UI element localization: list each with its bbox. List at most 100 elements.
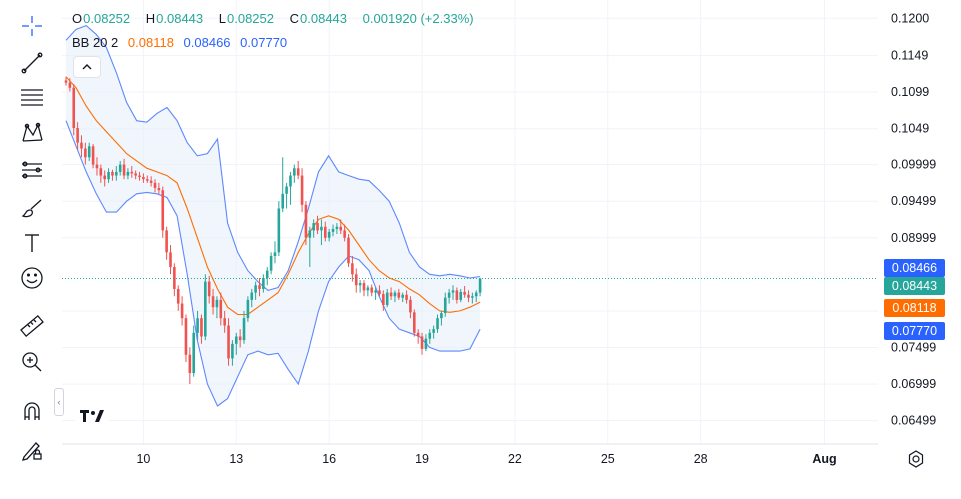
candle-body [262,277,265,289]
candle [378,285,381,297]
candle [347,234,350,267]
lock-drawing-icon[interactable] [16,433,48,465]
candle-body [451,290,455,293]
candle [296,160,300,180]
x-tick-label: 16 [322,452,336,466]
candle [192,325,196,377]
basis-badge: 0.08118 [884,299,945,317]
candle [304,201,308,246]
candle-body [115,171,118,176]
candle [68,78,72,92]
x-tick-label: 28 [694,452,708,466]
candle [215,296,219,319]
candle-body [84,148,87,158]
candle-body [176,288,180,304]
pattern-icon[interactable] [16,117,48,149]
candle-body [459,291,463,300]
candle-body [331,228,335,232]
candle [184,314,188,363]
candle-body [300,175,304,205]
bb-legend[interactable]: BB 20 2 0.08118 0.08466 0.07770 [72,35,293,50]
candle-body [293,168,296,176]
candle [413,309,416,337]
candle [169,245,172,275]
candle-body [246,299,250,319]
candle [424,334,428,352]
y-tick-label: 0.07499 [891,341,936,355]
magnet-icon[interactable] [16,396,48,428]
candle [447,288,451,304]
candle [401,292,404,303]
candle-body [68,82,72,88]
candle-body [378,290,381,295]
zoom-in-icon[interactable] [16,346,48,378]
y-tick-label: 0.1099 [891,85,929,99]
upper-band-badge: 0.08466 [884,259,945,277]
candle-body [405,294,408,300]
candles [64,76,482,385]
candle-body [223,318,226,326]
candle-body [374,290,377,293]
candle [409,296,412,319]
emoji-icon[interactable] [16,262,48,294]
candle [91,144,95,169]
candle-body [184,318,188,355]
prediction-icon[interactable] [16,154,48,186]
candle-body [157,187,161,191]
x-tick-label: 10 [136,452,150,466]
candle-body [76,128,79,143]
candle [246,296,250,322]
fib-retracement-icon[interactable] [16,82,48,114]
trend-line-icon[interactable] [16,47,48,79]
candle [138,171,141,181]
ruler-icon[interactable] [16,310,48,342]
candle-body [447,292,451,298]
candle-body [211,296,215,308]
candle-body [397,292,401,298]
candle-body [416,332,420,337]
collapse-legend-button[interactable] [73,56,101,78]
candle [118,160,122,176]
x-tick-label: 22 [508,452,522,466]
candle [242,310,246,344]
candle [80,135,83,158]
candle [385,288,389,308]
candle [107,168,110,183]
candle [289,171,292,205]
candle [111,169,114,181]
candle-body [64,80,68,83]
candle-body [118,164,122,172]
crosshair-icon[interactable] [16,10,48,42]
candle-body [474,292,478,297]
candle-body [382,294,385,306]
candle-body [145,179,149,181]
candle [335,223,339,235]
close-value: 0.08443 [300,11,348,26]
low-label: L [218,11,226,26]
candle-body [188,354,192,374]
brush-icon[interactable] [16,192,48,224]
candle-body [269,256,273,271]
candle [219,292,223,326]
candle-body [99,168,103,176]
candle [432,325,435,339]
text-icon[interactable] [16,227,48,259]
candle-body [173,266,176,289]
candle [176,285,180,311]
candle [87,142,91,161]
drawing-toolbar: ‹ [0,0,64,499]
candle-body [409,299,412,313]
bb-upper-value: 0.08466 [183,35,231,50]
tradingview-logo[interactable] [75,404,109,428]
candle-body [289,175,292,187]
candle [200,314,203,344]
candle [362,280,366,297]
candle [173,263,176,297]
candle [455,287,459,304]
gear-icon[interactable] [906,449,926,469]
high-label: H [145,11,156,26]
candle-body [242,318,246,341]
bb-lower-value: 0.07770 [240,35,288,50]
toolbar-collapse-handle[interactable]: ‹ [54,388,64,416]
